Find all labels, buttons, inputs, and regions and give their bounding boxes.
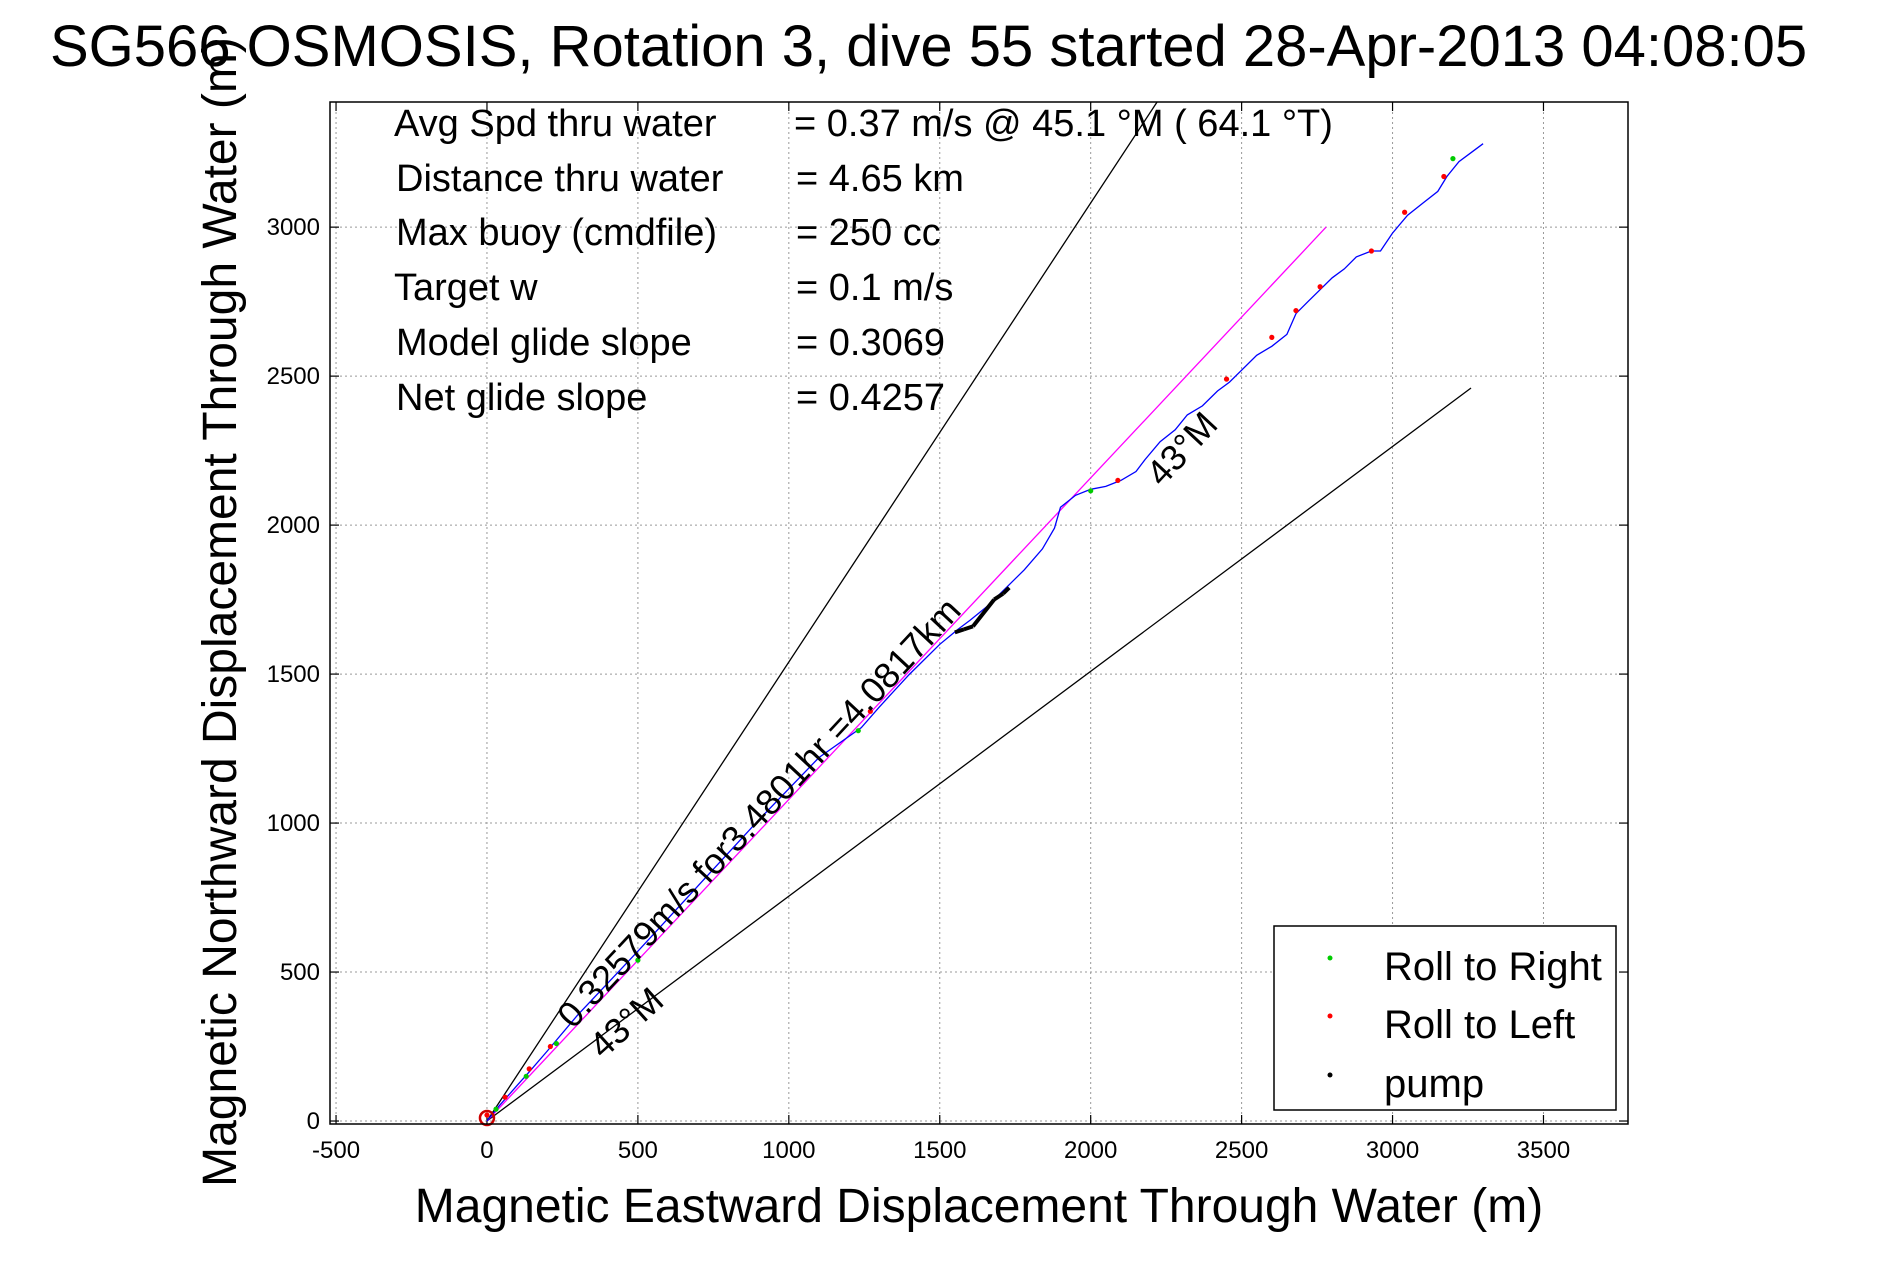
data-point [484, 1112, 490, 1118]
x-tick-label: 3500 [1517, 1137, 1570, 1164]
info-value-max-buoy: = 250 cc [796, 212, 941, 254]
data-point [1368, 248, 1375, 254]
y-tick-label: 1500 [267, 661, 320, 688]
y-axis-label: Magnetic Northward Displacement Through … [194, 37, 247, 1187]
y-tick-label: 500 [280, 959, 320, 986]
legend-label-roll-left: Roll to Left [1384, 1003, 1575, 1047]
x-tick-label: 2000 [1064, 1137, 1117, 1164]
plot-frame [329, 101, 1629, 1125]
data-point [1293, 307, 1299, 314]
x-tick-label: 1000 [762, 1137, 815, 1164]
data-point [1269, 334, 1275, 340]
series-line [486, 226, 1327, 1122]
legend-marker-roll-left [1327, 1013, 1333, 1019]
x-tick-label: 3000 [1366, 1137, 1419, 1164]
reference-lines [486, 101, 1472, 1122]
x-axis-label: Magnetic Eastward Displacement Through W… [415, 1180, 1543, 1233]
y-tick-label: 3000 [267, 214, 320, 241]
data-point [635, 957, 641, 963]
pump-mark [992, 591, 1005, 602]
info-label-target-w: Target w [394, 267, 538, 309]
legend-marker-roll-right [1327, 955, 1333, 961]
axis-ticks: -500 0 500 1000 1500 2000 2500 3000 350005001000… [267, 102, 1628, 1164]
data-point [493, 1106, 499, 1112]
chart-title: SG566 OSMOSIS, Rotation 3, dive 55 start… [50, 14, 1807, 79]
reference-line [486, 387, 1472, 1122]
start-marker [478, 1109, 496, 1127]
info-label-net-glide: Net glide slope [396, 377, 647, 419]
data-point [1115, 477, 1121, 484]
info-value-avg-speed: = 0.37 m/s @ 45.1 °M ( 64.1 °T) [794, 103, 1333, 145]
info-value-net-glide: = 0.4257 [796, 377, 945, 419]
legend-label-roll-right: Roll to Right [1384, 945, 1602, 989]
info-label-distance: Distance thru water [396, 158, 724, 200]
info-value-distance: = 4.65 km [796, 158, 964, 200]
grid [330, 102, 1628, 1124]
info-label-model-glide: Model glide slope [396, 322, 692, 364]
data-point [1402, 209, 1408, 215]
info-label-max-buoy: Max buoy (cmdfile) [396, 212, 717, 254]
data-point [867, 708, 873, 714]
data-point [523, 1073, 529, 1079]
data-point [1317, 284, 1323, 290]
data-point [1450, 156, 1456, 162]
legend-marker-pump [1327, 1072, 1333, 1078]
data-point [855, 728, 861, 734]
y-tick-label: 2500 [267, 363, 320, 390]
y-tick-label: 0 [307, 1108, 320, 1135]
x-tick-label: -500 [312, 1137, 360, 1164]
data-point [1441, 173, 1447, 180]
pump-mark [963, 624, 974, 632]
legend-label-pump: pump [1384, 1062, 1484, 1106]
x-tick-label: 500 [618, 1137, 658, 1164]
info-value-model-glide: = 0.3069 [796, 322, 945, 364]
data-point [1223, 376, 1230, 382]
x-tick-label: 0 [480, 1137, 493, 1164]
pump-mark [954, 627, 965, 635]
reference-line [486, 101, 1158, 1122]
data-point [502, 1094, 508, 1100]
data-point [526, 1066, 532, 1072]
pump-mark [1001, 586, 1011, 596]
info-panel: Avg Spd thru water = 0.37 m/s @ 45.1 °M … [394, 103, 1333, 419]
data-point [553, 1040, 559, 1047]
marker-layer [478, 156, 1456, 1127]
y-tick-label: 2000 [267, 512, 320, 539]
legend: Roll to Right Roll to Left pump [1273, 925, 1617, 1111]
pump-mark [971, 598, 996, 628]
x-tick-label: 1500 [913, 1137, 966, 1164]
info-label-avg-speed: Avg Spd thru water [394, 103, 717, 145]
info-value-target-w: = 0.1 m/s [796, 267, 953, 309]
y-tick-label: 1000 [267, 810, 320, 837]
x-tick-label: 2500 [1215, 1137, 1268, 1164]
data-point [547, 1043, 553, 1050]
data-point [1088, 488, 1094, 494]
